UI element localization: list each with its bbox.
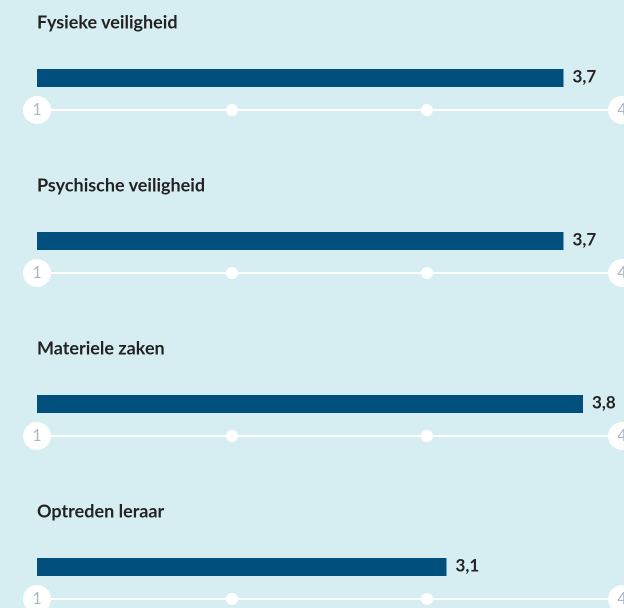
value-label: 3,1: [456, 554, 480, 575]
chart-title: Fysieke veiligheid: [37, 11, 178, 33]
value-label: 3,7: [573, 65, 597, 86]
tick-circle: [608, 585, 624, 608]
x-tick-label: 4: [617, 263, 624, 282]
minor-tick: [226, 593, 238, 605]
tick-circle: [608, 96, 624, 124]
chart-title: Psychische veiligheid: [37, 174, 205, 196]
tick-circle: [23, 259, 51, 287]
minor-tick: [226, 104, 238, 116]
tick-circle: [23, 422, 51, 450]
minor-tick: [421, 593, 433, 605]
tick-circle: [23, 96, 51, 124]
chart-title: Optreden leraar: [37, 500, 165, 522]
bar: [37, 69, 564, 87]
minor-tick: [421, 430, 433, 442]
minor-tick: [421, 267, 433, 279]
bar: [37, 558, 447, 576]
x-tick-label: 1: [32, 100, 41, 119]
x-tick-label: 4: [617, 426, 624, 445]
tick-circle: [23, 585, 51, 608]
minor-tick: [226, 430, 238, 442]
x-tick-label: 1: [32, 263, 41, 282]
value-label: 3,8: [592, 391, 616, 412]
tick-circle: [608, 259, 624, 287]
x-tick-label: 4: [617, 100, 624, 119]
bar: [37, 395, 583, 413]
x-tick-label: 1: [32, 589, 41, 608]
x-tick-label: 4: [617, 589, 624, 608]
chart-title: Materiele zaken: [37, 337, 165, 359]
minor-tick: [226, 267, 238, 279]
value-label: 3,7: [573, 228, 597, 249]
minor-tick: [421, 104, 433, 116]
bar: [37, 232, 564, 250]
tick-circle: [608, 422, 624, 450]
x-tick-label: 1: [32, 426, 41, 445]
